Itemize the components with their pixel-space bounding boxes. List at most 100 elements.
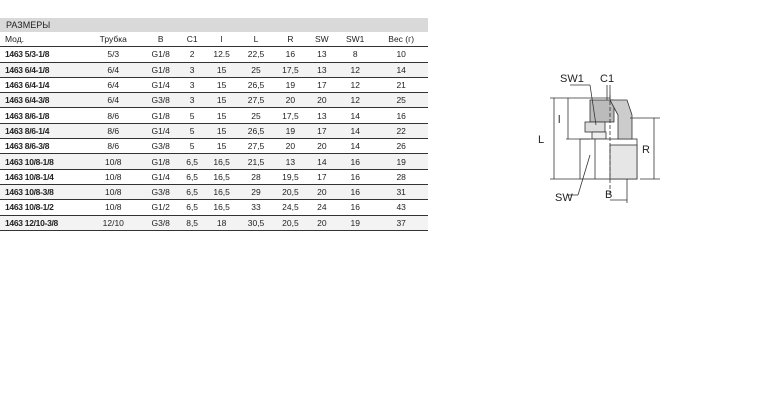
table-cell: 26 bbox=[374, 138, 428, 155]
table-cell: 6,5 bbox=[179, 184, 205, 201]
table-cell: 25 bbox=[238, 62, 274, 78]
table-cell: 14 bbox=[336, 107, 375, 124]
table-cell: 5/3 bbox=[85, 46, 142, 63]
table-row: 1463 5/3-1/8 5/3 G1/8 2 12.5 22,5 16 13 8 10 bbox=[0, 46, 428, 63]
table-cell: 15 bbox=[204, 92, 239, 109]
table-cell: 31 bbox=[374, 184, 428, 201]
table-row: 1463 12/10-3/8 12/10 G3/8 8,5 18 30,5 20,5 20 19… bbox=[0, 215, 428, 231]
table-cell: 16 bbox=[336, 153, 375, 170]
table-cell: 16 bbox=[336, 184, 375, 201]
table-cell: G1/8 bbox=[141, 153, 180, 170]
header-row: Мод. Трубка B C1 l L R SW SW1 Вес (г) bbox=[0, 32, 428, 48]
table-cell: 14 bbox=[336, 138, 375, 155]
table-cell: G1/4 bbox=[141, 123, 180, 140]
table-cell: 30,5 bbox=[238, 215, 274, 231]
table-row: 1463 10/8-1/8 10/8 G1/8 6,5 16,5 21,5 13 14 16 19 bbox=[0, 153, 428, 170]
table-cell: G1/2 bbox=[141, 199, 180, 216]
column-header: SW1 bbox=[336, 32, 375, 48]
table-cell: 21 bbox=[374, 77, 428, 94]
table-cell: 14 bbox=[374, 62, 428, 78]
table-cell: 10/8 bbox=[85, 153, 142, 170]
table-cell: 20 bbox=[307, 184, 337, 201]
label-l-small: l bbox=[558, 114, 560, 126]
table-cell: 16,5 bbox=[204, 199, 239, 216]
table-cell: 33 bbox=[238, 199, 274, 216]
table-cell: 3 bbox=[179, 77, 205, 94]
table-cell: 15 bbox=[204, 123, 239, 140]
table-cell: 8 bbox=[336, 46, 375, 63]
table-cell: 3 bbox=[179, 62, 205, 78]
table-cell: 1463 8/6-3/8 bbox=[0, 138, 85, 155]
table-cell: 16,5 bbox=[204, 153, 239, 170]
column-header: l bbox=[204, 32, 239, 48]
table-cell: 16 bbox=[273, 46, 308, 63]
table-cell: G1/8 bbox=[141, 46, 180, 63]
table-cell: 27,5 bbox=[238, 92, 274, 109]
table-cell: 37 bbox=[374, 215, 428, 231]
table-cell: G3/8 bbox=[141, 138, 180, 155]
table-cell: 15 bbox=[204, 62, 239, 78]
table-row: 1463 10/8-3/8 10/8 G3/8 6,5 16,5 29 20,5 20 16 31 bbox=[0, 184, 428, 201]
table-cell: 17 bbox=[307, 123, 337, 140]
table-cell: 19,5 bbox=[273, 169, 308, 185]
column-header: Мод. bbox=[0, 32, 85, 48]
table-row: 1463 8/6-3/8 8/6 G3/8 5 15 27,5 20 20 14 26 bbox=[0, 138, 428, 155]
table-cell: 17,5 bbox=[273, 62, 308, 78]
table-cell: 1463 5/3-1/8 bbox=[0, 46, 85, 63]
table-cell: 19 bbox=[273, 77, 308, 94]
table-row: 1463 8/6-1/8 8/6 G1/8 5 15 25 17,5 13 14 16 bbox=[0, 107, 428, 124]
table-cell: 16 bbox=[336, 169, 375, 185]
table-cell: 20 bbox=[307, 215, 337, 231]
table-cell: 6,5 bbox=[179, 153, 205, 170]
table-cell: 3 bbox=[179, 92, 205, 109]
table-cell: 6/4 bbox=[85, 62, 142, 78]
table-cell: 20 bbox=[273, 92, 308, 109]
table-cell: 10/8 bbox=[85, 169, 142, 185]
table-cell: 6/4 bbox=[85, 77, 142, 94]
table-cell: 12 bbox=[336, 77, 375, 94]
table-cell: 15 bbox=[204, 77, 239, 94]
table-cell: 1463 6/4-1/8 bbox=[0, 62, 85, 78]
table-cell: 8,5 bbox=[179, 215, 205, 231]
label-sw: SW bbox=[555, 192, 573, 204]
table-cell: 28 bbox=[238, 169, 274, 185]
table-cell: 1463 10/8-3/8 bbox=[0, 184, 85, 201]
table-cell: 43 bbox=[374, 199, 428, 216]
table-cell: 13 bbox=[307, 62, 337, 78]
table-cell: 19 bbox=[273, 123, 308, 140]
table-cell: 1463 10/8-1/2 bbox=[0, 199, 85, 216]
table-cell: G3/8 bbox=[141, 92, 180, 109]
table-cell: 15 bbox=[204, 107, 239, 124]
table-cell: 15 bbox=[204, 138, 239, 155]
table-cell: 1463 10/8-1/4 bbox=[0, 169, 85, 185]
table-cell: 19 bbox=[336, 215, 375, 231]
table-cell: 13 bbox=[307, 107, 337, 124]
table-cell: 1463 8/6-1/4 bbox=[0, 123, 85, 140]
table-row: 1463 10/8-1/4 10/8 G1/4 6,5 16,5 28 19,5 17 16 28 bbox=[0, 169, 428, 185]
table-cell: 14 bbox=[336, 123, 375, 140]
table-cell: 20,5 bbox=[273, 215, 308, 231]
column-header: L bbox=[238, 32, 274, 48]
table-cell: 24 bbox=[307, 199, 337, 216]
table-cell: 24,5 bbox=[273, 199, 308, 216]
table-cell: 5 bbox=[179, 123, 205, 140]
column-header: B bbox=[141, 32, 180, 48]
label-sw1: SW1 bbox=[560, 73, 584, 85]
table-cell: 1463 8/6-1/8 bbox=[0, 107, 85, 124]
table-cell: 8/6 bbox=[85, 138, 142, 155]
table-cell: 19 bbox=[374, 153, 428, 170]
table-cell: 5 bbox=[179, 107, 205, 124]
table-cell: 29 bbox=[238, 184, 274, 201]
table-cell: 25 bbox=[374, 92, 428, 109]
table-cell: 26,5 bbox=[238, 123, 274, 140]
dimensions-table: РАЗМЕРЫ Мод. Трубка B C1 l L R SW SW1 Вес (г) 146… bbox=[0, 18, 428, 231]
table-cell: G1/4 bbox=[141, 169, 180, 185]
table-cell: 6,5 bbox=[179, 199, 205, 216]
table-cell: 8/6 bbox=[85, 107, 142, 124]
table-cell: 1463 6/4-3/8 bbox=[0, 92, 85, 109]
table-cell: 1463 6/4-1/4 bbox=[0, 77, 85, 94]
table-cell: 16,5 bbox=[204, 169, 239, 185]
table-cell: 14 bbox=[307, 153, 337, 170]
label-r: R bbox=[642, 144, 650, 156]
table-cell: 25 bbox=[238, 107, 274, 124]
